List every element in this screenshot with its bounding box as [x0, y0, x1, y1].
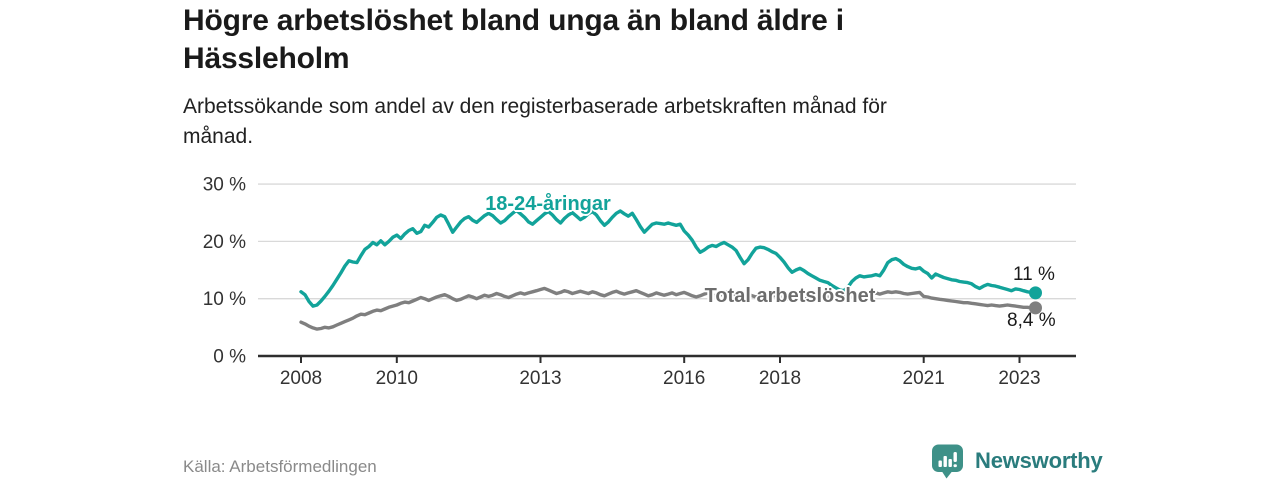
- page-title: Högre arbetslöshet bland unga än bland ä…: [183, 2, 844, 78]
- series-end-dot-young: [1029, 286, 1042, 300]
- x-tick-label: 2013: [519, 368, 561, 389]
- series-label-young: 18-24-åringar: [485, 193, 611, 215]
- newsworthy-logo-text: Newsworthy: [975, 448, 1103, 473]
- series-line-young: [299, 208, 1038, 308]
- x-tick-label: 2016: [663, 368, 705, 389]
- newsworthy-logo[interactable]: Newsworthy: [930, 443, 1103, 479]
- end-value-young: 11 %: [1013, 264, 1055, 285]
- y-tick-label: 0 %: [213, 347, 246, 368]
- page-title-line2: Hässleholm: [183, 42, 350, 75]
- y-tick-label: 10 %: [203, 289, 246, 310]
- x-tick-label: 2023: [998, 368, 1040, 389]
- chart-subtitle-line1: Arbetssökande som andel av den registerb…: [183, 95, 887, 118]
- newsworthy-logo-icon: [932, 444, 963, 479]
- x-tick-label: 2010: [376, 368, 418, 389]
- x-tick-label: 2018: [759, 368, 801, 389]
- series-label-total: Total arbetslöshet: [704, 285, 876, 307]
- x-tick-label: 2008: [280, 368, 322, 389]
- source-note: Källa: Arbetsförmedlingen: [183, 457, 377, 476]
- y-tick-label: 30 %: [203, 175, 246, 196]
- chart-subtitle-line2: månad.: [183, 125, 254, 148]
- series-line-total: [299, 286, 1038, 331]
- page-title-line1: Högre arbetslöshet bland unga än bland ä…: [183, 4, 844, 37]
- end-value-total: 8,4 %: [1007, 310, 1056, 331]
- series-end-dot-total: [1029, 301, 1042, 315]
- chart-subtitle: Arbetssökande som andel av den registerb…: [183, 92, 887, 152]
- x-tick-label: 2021: [903, 368, 945, 389]
- y-tick-label: 20 %: [203, 232, 246, 253]
